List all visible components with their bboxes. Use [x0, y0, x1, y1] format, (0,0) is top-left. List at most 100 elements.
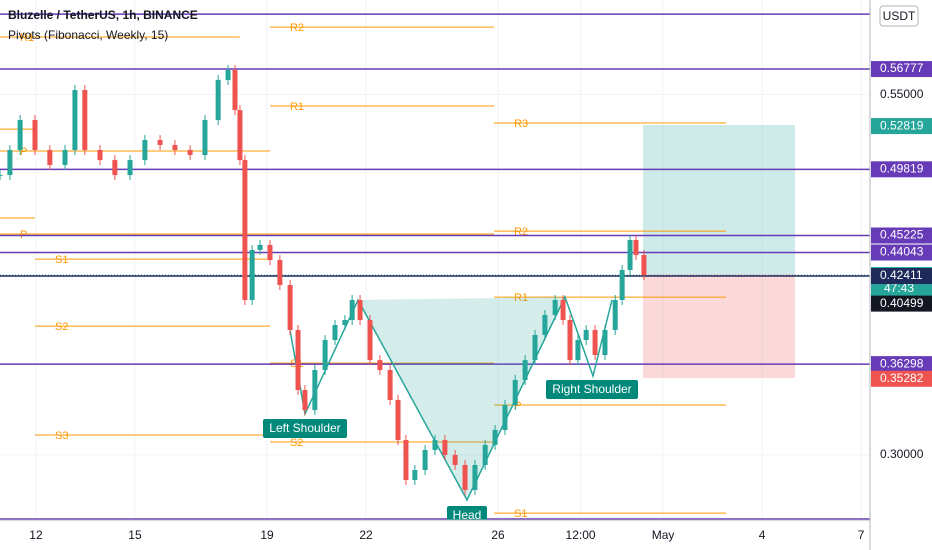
candle [367, 320, 373, 361]
candle [602, 329, 608, 356]
x-tick-label: 19 [260, 528, 274, 542]
candle [82, 90, 88, 150]
candle [552, 299, 558, 315]
candle [157, 140, 163, 145]
candle [287, 284, 293, 330]
candle [512, 379, 518, 406]
price-lines [0, 13, 870, 520]
y-tick-label: 0.55000 [880, 87, 924, 101]
candle [215, 79, 221, 121]
candle [432, 440, 438, 450]
currency[interactable]: USDT [883, 9, 916, 23]
candle [442, 440, 448, 456]
pattern-fill [358, 297, 565, 500]
chart-title: Bluzelle / TetherUS, 1h, BINANCE [8, 8, 198, 22]
candle [633, 240, 639, 256]
annotation-box [546, 380, 638, 399]
candle [342, 320, 348, 326]
candle [0, 175, 3, 177]
candle [641, 255, 647, 276]
axis: 12 15 19 22 26 12:00 May 4 7 0.55000 0.30000 0.5677… [29, 61, 932, 542]
candle [542, 314, 548, 335]
candle [112, 160, 118, 176]
x-tick-label: 12:00 [566, 528, 596, 542]
pivot-label: P [514, 400, 521, 412]
candle [202, 120, 208, 156]
candle [295, 329, 301, 391]
candle [32, 120, 38, 150]
price-box [871, 118, 932, 135]
x-tick-label: May [652, 528, 675, 542]
candle [277, 260, 283, 285]
annotation: Left Shoulder [269, 421, 340, 435]
price-label: 0.45225 [880, 228, 924, 242]
candle [522, 360, 528, 380]
candle [322, 340, 328, 371]
price-label: 0.36298 [880, 356, 924, 370]
candle [187, 149, 193, 156]
price-label: 0.35282 [880, 371, 924, 385]
candle [575, 340, 581, 361]
pivot-label: S2 [290, 437, 303, 449]
candle [237, 110, 243, 161]
x-tick-label: 15 [128, 528, 142, 542]
pivot-label: S1 [55, 254, 68, 266]
price-box [871, 356, 932, 373]
candle [142, 140, 148, 161]
x-tick-label: 22 [359, 528, 373, 542]
loss-zone [643, 274, 795, 378]
price-label: 0.40499 [880, 296, 924, 310]
candle [502, 405, 508, 430]
countdown: 47:43 [884, 281, 914, 295]
pivot-label: R3 [514, 118, 528, 130]
candle [172, 144, 178, 150]
price-label: 0.52819 [880, 118, 924, 132]
candle [612, 299, 618, 330]
pivot-label: P [20, 146, 27, 158]
price-label: 0.56777 [880, 61, 924, 75]
pivot-label: R1 [20, 32, 34, 44]
candle [619, 270, 625, 300]
price-label: 0.49819 [880, 161, 924, 175]
price-label: 0.42411 [880, 268, 923, 282]
x-tick-label: 7 [858, 528, 865, 542]
price-box [871, 370, 932, 387]
candle [225, 70, 231, 80]
pivot-label: S1 [514, 508, 527, 520]
pivot-label: R2 [290, 22, 304, 34]
candle [97, 149, 103, 161]
candle [592, 329, 598, 356]
pivot-label: S3 [55, 430, 68, 442]
candle [387, 370, 393, 400]
candle [395, 399, 401, 441]
price-box [871, 61, 932, 78]
candle [72, 90, 78, 150]
candle [332, 325, 338, 341]
candle [583, 329, 589, 341]
pivots: R1PS1S2S3R2R1PS1S2R3R2R1PS1 [0, 22, 727, 520]
candle [492, 429, 498, 445]
currency-button[interactable] [879, 5, 919, 27]
pivot-label: R1 [514, 292, 528, 304]
x-tick-label: 4 [759, 528, 766, 542]
profit-zone [643, 125, 795, 274]
candle [472, 464, 478, 491]
pivot-label: R1 [290, 101, 304, 113]
candle [403, 440, 409, 480]
candle [412, 470, 418, 480]
annotation: Right Shoulder [552, 382, 631, 396]
candle [357, 299, 363, 321]
candle [349, 299, 355, 321]
candle [127, 160, 133, 176]
candle [302, 390, 308, 411]
candle [242, 160, 248, 300]
candle [312, 370, 318, 411]
price-box [871, 244, 932, 261]
candle [567, 320, 573, 361]
price-box [871, 227, 932, 244]
annotation-box [263, 419, 347, 438]
annotation: Head [453, 508, 482, 522]
time-axis-bg [0, 520, 932, 550]
pivot-label: S2 [55, 321, 68, 333]
